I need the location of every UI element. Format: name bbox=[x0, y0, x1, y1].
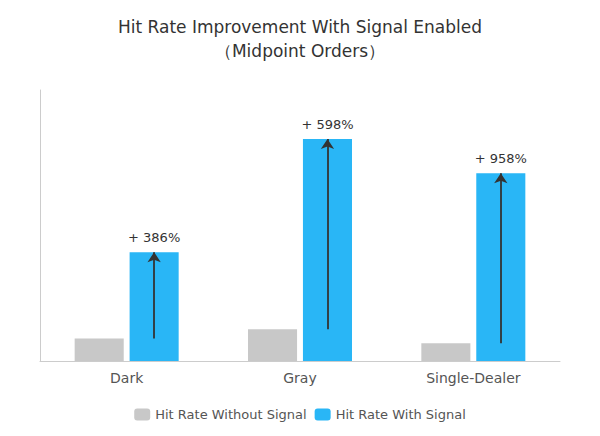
svg-text:Dark: Dark bbox=[110, 370, 144, 386]
svg-text:+ 598%: + 598% bbox=[301, 117, 353, 132]
svg-text:+ 958%: + 958% bbox=[475, 151, 527, 166]
svg-text:Hit Rate Without Signal: Hit Rate Without Signal bbox=[155, 407, 306, 422]
svg-text:（Midpoint Orders）: （Midpoint Orders） bbox=[215, 41, 385, 61]
svg-text:Gray: Gray bbox=[283, 370, 316, 386]
svg-text:+ 386%: + 386% bbox=[128, 230, 180, 245]
svg-text:Hit Rate Improvement With Sign: Hit Rate Improvement With Signal Enabled bbox=[118, 17, 482, 37]
svg-text:Single-Dealer: Single-Dealer bbox=[426, 370, 521, 386]
svg-text:Hit Rate With Signal: Hit Rate With Signal bbox=[336, 407, 466, 422]
